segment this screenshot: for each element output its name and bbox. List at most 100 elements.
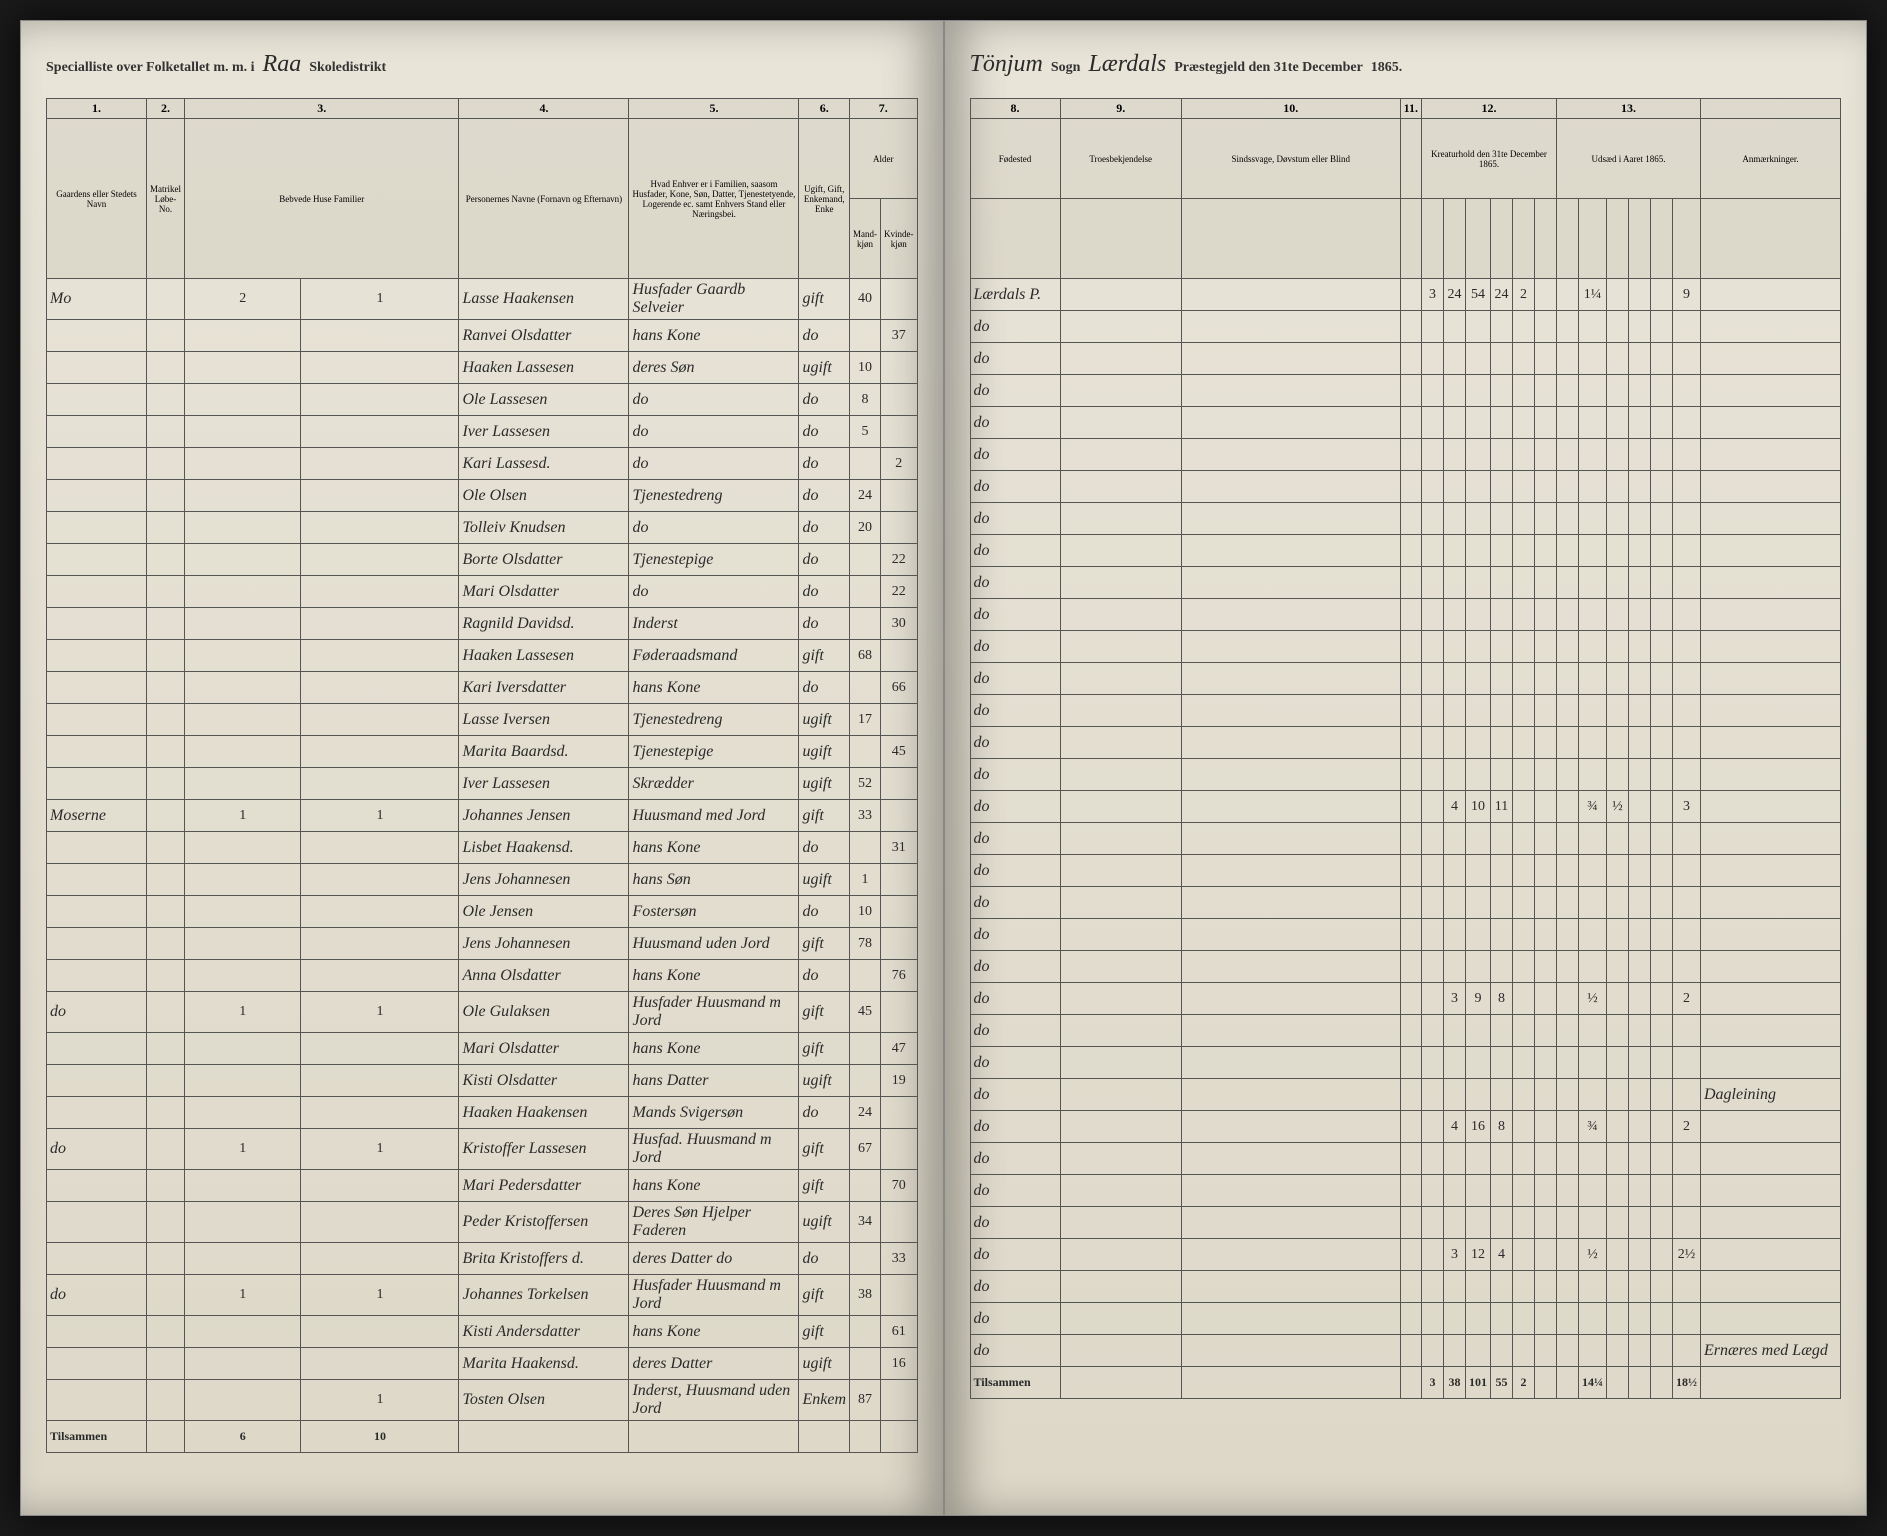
cell-count xyxy=(1629,407,1651,439)
cell-count xyxy=(1513,1111,1535,1143)
table-row: Lasse IversenTjenestedrengugift17 xyxy=(47,704,918,736)
cell-count xyxy=(1422,663,1444,695)
table-row: do xyxy=(970,471,1841,503)
cell-ln xyxy=(147,1097,185,1129)
cell-age-m xyxy=(850,576,881,608)
cell-role: deres Datter do xyxy=(629,1243,799,1275)
cell-role: hans Kone xyxy=(629,960,799,992)
cell-count xyxy=(1607,503,1629,535)
cell-count xyxy=(1466,1271,1491,1303)
cell-count xyxy=(1444,535,1466,567)
col-header: Fødested xyxy=(970,119,1060,199)
table-row: do xyxy=(970,1143,1841,1175)
cell-count xyxy=(1535,375,1557,407)
cell-count xyxy=(1491,1015,1513,1047)
cell-count xyxy=(1491,1047,1513,1079)
cell-count xyxy=(1673,1303,1701,1335)
table-row: do398½2 xyxy=(970,983,1841,1015)
col-num: 9. xyxy=(1060,99,1181,119)
cell-h xyxy=(185,512,301,544)
cell-count xyxy=(1491,599,1513,631)
cell-f xyxy=(301,672,459,704)
cell-f xyxy=(301,768,459,800)
cell-count xyxy=(1579,631,1607,663)
cell-name: Iver Lassesen xyxy=(459,768,629,800)
footer-val: 6 xyxy=(185,1421,301,1453)
cell-ln xyxy=(147,480,185,512)
cell-h xyxy=(185,1170,301,1202)
left-header: Specialliste over Folketallet m. m. i Ra… xyxy=(46,51,918,78)
cell-count xyxy=(1673,343,1701,375)
cell-status: do xyxy=(799,384,850,416)
cell-count xyxy=(1491,759,1513,791)
cell-status: do xyxy=(799,320,850,352)
cell-place xyxy=(47,1348,147,1380)
cell-role: deres Søn xyxy=(629,352,799,384)
cell-h: 1 xyxy=(185,992,301,1033)
cell-count xyxy=(1491,1335,1513,1367)
table-row: do xyxy=(970,759,1841,791)
table-row: Ragnild Davidsd.Inderstdo30 xyxy=(47,608,918,640)
cell-count xyxy=(1607,599,1629,631)
cell-count xyxy=(1557,1079,1579,1111)
cell-age-k xyxy=(881,480,918,512)
cell-status: do xyxy=(799,576,850,608)
cell-count xyxy=(1535,439,1557,471)
cell-count xyxy=(1444,599,1466,631)
cell-count xyxy=(1444,663,1466,695)
cell-birth: do xyxy=(970,823,1060,855)
cell-count xyxy=(1673,1271,1701,1303)
table-row: Iver Lassesendodo5 xyxy=(47,416,918,448)
footer-val xyxy=(1629,1367,1651,1399)
cell-age-m: 34 xyxy=(850,1202,881,1243)
cell-birth: do xyxy=(970,567,1060,599)
cell-count xyxy=(1513,1207,1535,1239)
cell-count xyxy=(1629,695,1651,727)
cell-count xyxy=(1557,535,1579,567)
cell-remarks: Ernæres med Lægd xyxy=(1701,1335,1841,1367)
table-row: Jens Johannesenhans Sønugift1 xyxy=(47,864,918,896)
cell-birth: do xyxy=(970,1207,1060,1239)
cell-place xyxy=(47,704,147,736)
cell-ln xyxy=(147,672,185,704)
cell-role: Tjenestedreng xyxy=(629,480,799,512)
cell-count xyxy=(1535,311,1557,343)
cell-h xyxy=(185,352,301,384)
cell-count: 54 xyxy=(1466,279,1491,311)
cell-ln xyxy=(147,512,185,544)
cell-count xyxy=(1579,823,1607,855)
cell-count xyxy=(1491,343,1513,375)
cell-count xyxy=(1444,919,1466,951)
footer-val: 18½ xyxy=(1673,1367,1701,1399)
cell-h xyxy=(185,832,301,864)
cell-remarks xyxy=(1701,1015,1841,1047)
cell-count xyxy=(1607,1111,1629,1143)
table-row: do xyxy=(970,343,1841,375)
cell-ln xyxy=(147,1129,185,1170)
cell-count xyxy=(1579,1175,1607,1207)
cell-count xyxy=(1422,1015,1444,1047)
table-row: do xyxy=(970,407,1841,439)
cell-count xyxy=(1422,695,1444,727)
cell-count: 24 xyxy=(1444,279,1466,311)
cell-count xyxy=(1673,919,1701,951)
cell-count xyxy=(1579,759,1607,791)
cell-count xyxy=(1444,759,1466,791)
cell-count xyxy=(1557,887,1579,919)
cell-ln xyxy=(147,1275,185,1316)
cell-count xyxy=(1422,887,1444,919)
cell-age-m: 52 xyxy=(850,768,881,800)
cell-count xyxy=(1673,759,1701,791)
cell-count xyxy=(1629,1175,1651,1207)
cell-count xyxy=(1673,535,1701,567)
cell-place: Mo xyxy=(47,279,147,320)
cell-count: 9 xyxy=(1673,279,1701,311)
cell-count xyxy=(1535,855,1557,887)
cell-name: Tosten Olsen xyxy=(459,1380,629,1421)
cell-role: do xyxy=(629,576,799,608)
cell-age-m: 24 xyxy=(850,480,881,512)
cell-f xyxy=(301,960,459,992)
cell-count xyxy=(1557,1271,1579,1303)
cell-count xyxy=(1466,407,1491,439)
col-num: 5. xyxy=(629,99,799,119)
